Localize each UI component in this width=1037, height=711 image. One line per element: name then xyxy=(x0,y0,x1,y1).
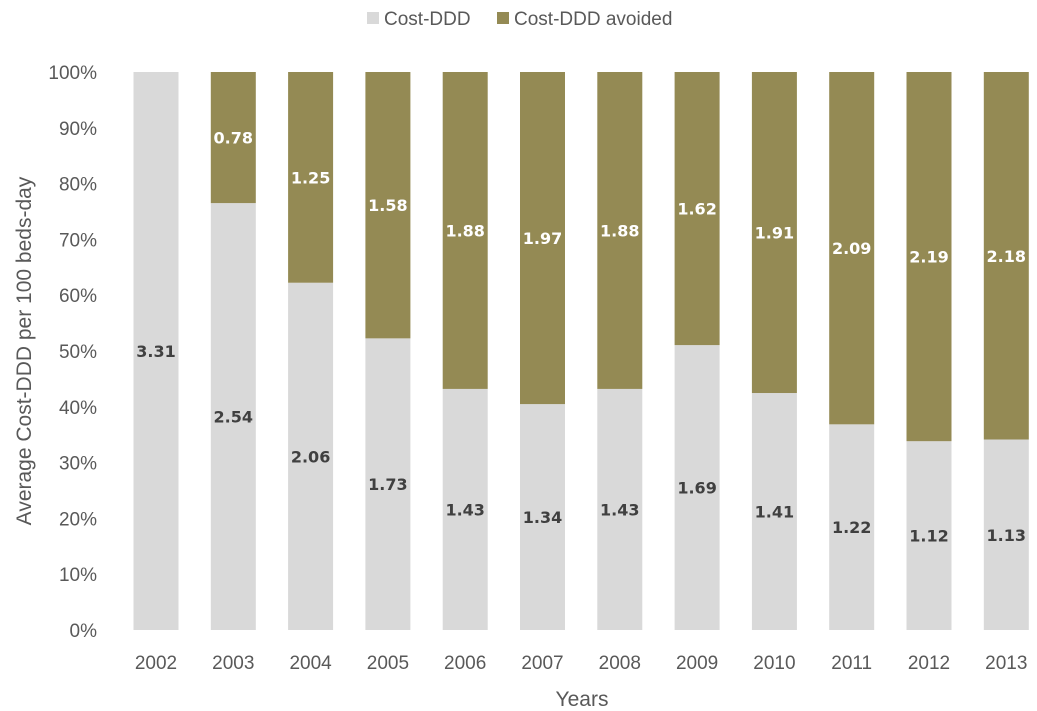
x-axis-title: Years xyxy=(556,688,609,711)
bar-cost-ddd-avoided xyxy=(288,72,334,283)
data-label-cost-ddd-avoided: 1.25 xyxy=(291,168,330,187)
x-tick-label: 2009 xyxy=(676,653,718,674)
data-label-cost-ddd-avoided: 2.19 xyxy=(909,248,948,267)
bar-cost-ddd-avoided xyxy=(983,72,1029,440)
bar-cost-ddd xyxy=(520,404,565,630)
legend: Cost-DDD Cost-DDD avoided xyxy=(367,9,672,30)
data-label-cost-ddd: 1.69 xyxy=(677,479,716,498)
y-tick-label: 60% xyxy=(59,286,97,307)
bar-cost-ddd xyxy=(133,72,179,630)
y-tick-label: 100% xyxy=(48,63,97,84)
bar-cost-ddd-avoided xyxy=(597,72,643,389)
legend-swatch-cost-ddd xyxy=(367,12,379,24)
bar-cost-ddd xyxy=(674,345,720,630)
y-tick-label: 70% xyxy=(59,230,97,251)
data-label-cost-ddd: 1.43 xyxy=(600,500,639,519)
data-label-cost-ddd: 1.43 xyxy=(445,500,484,519)
y-tick-label: 10% xyxy=(59,565,97,586)
bar-cost-ddd xyxy=(751,393,797,630)
x-tick-label: 2006 xyxy=(444,653,486,674)
data-label-cost-ddd: 2.54 xyxy=(214,408,253,427)
bar-cost-ddd-avoided xyxy=(520,72,565,405)
bar-cost-ddd-avoided xyxy=(751,72,797,394)
x-tick-label: 2011 xyxy=(831,653,872,674)
legend-label-cost-ddd: Cost-DDD xyxy=(384,9,471,30)
data-label-cost-ddd: 1.12 xyxy=(909,527,948,546)
data-label-cost-ddd-avoided: 0.78 xyxy=(214,129,253,148)
x-tick-label: 2003 xyxy=(212,653,254,674)
data-label-cost-ddd-avoided: 1.88 xyxy=(445,221,484,240)
y-tick-label: 80% xyxy=(59,175,97,196)
x-tick-label: 2002 xyxy=(135,653,177,674)
y-axis: 0% 10% 20% 30% 40% 50% 60% 70% 80% 90% 100% xyxy=(48,63,97,642)
data-label-cost-ddd-avoided: 1.97 xyxy=(523,229,562,248)
legend-label-cost-ddd-avoided: Cost-DDD avoided xyxy=(514,9,672,30)
data-label-cost-ddd-avoided: 2.09 xyxy=(832,239,871,258)
data-label-cost-ddd-avoided: 2.18 xyxy=(987,247,1026,266)
legend-swatch-cost-ddd-avoided xyxy=(497,12,509,24)
y-tick-label: 30% xyxy=(59,454,97,475)
data-label-cost-ddd-avoided: 1.58 xyxy=(368,196,407,215)
x-tick-label: 2004 xyxy=(289,653,332,674)
x-tick-label: 2010 xyxy=(753,653,795,674)
x-tick-label: 2012 xyxy=(908,653,950,674)
bar-cost-ddd xyxy=(288,282,334,630)
x-tick-label: 2005 xyxy=(367,653,409,674)
data-label-cost-ddd-avoided: 1.91 xyxy=(755,224,794,243)
bar-cost-ddd xyxy=(442,388,488,630)
data-label-cost-ddd: 1.41 xyxy=(755,503,794,522)
data-label-cost-ddd: 1.73 xyxy=(368,475,407,494)
bar-cost-ddd-avoided xyxy=(906,72,952,442)
bar-cost-ddd-avoided xyxy=(829,72,875,425)
y-tick-label: 20% xyxy=(59,509,97,530)
x-tick-label: 2008 xyxy=(599,653,641,674)
bar-cost-ddd xyxy=(906,441,952,630)
y-tick-label: 40% xyxy=(59,398,97,419)
bar-cost-ddd xyxy=(829,424,875,630)
data-label-cost-ddd: 1.34 xyxy=(523,508,562,527)
bar-cost-ddd xyxy=(597,388,643,630)
data-label-cost-ddd-avoided: 1.62 xyxy=(677,200,716,219)
y-axis-title: Average Cost-DDD per 100 beds-day xyxy=(13,176,36,525)
bar-cost-ddd xyxy=(983,439,1029,630)
data-label-cost-ddd-avoided: 1.88 xyxy=(600,221,639,240)
bar-cost-ddd-avoided xyxy=(210,72,256,204)
data-label-cost-ddd: 2.06 xyxy=(291,447,330,466)
y-tick-label: 90% xyxy=(59,119,97,140)
x-tick-label: 2013 xyxy=(985,653,1027,674)
data-label-cost-ddd: 1.22 xyxy=(832,518,871,537)
y-tick-label: 0% xyxy=(70,621,98,642)
x-axis: 2002 2003 2004 2005 2006 2007 2008 2009 2010 2011… xyxy=(135,653,1028,674)
bars: 3.31 2.54 0.78 2.06 1.25 1.73 1.58 1.43 1.88 1.34… xyxy=(133,72,1029,631)
bar-cost-ddd xyxy=(210,203,256,631)
x-tick-label: 2007 xyxy=(521,653,563,674)
bar-cost-ddd-avoided xyxy=(365,72,411,339)
y-tick-label: 50% xyxy=(59,342,97,363)
bar-cost-ddd-avoided xyxy=(442,72,488,389)
data-label-cost-ddd: 3.31 xyxy=(136,342,175,361)
bar-cost-ddd-avoided xyxy=(674,72,720,346)
bar-cost-ddd xyxy=(365,338,411,630)
data-label-cost-ddd: 1.13 xyxy=(987,526,1026,545)
